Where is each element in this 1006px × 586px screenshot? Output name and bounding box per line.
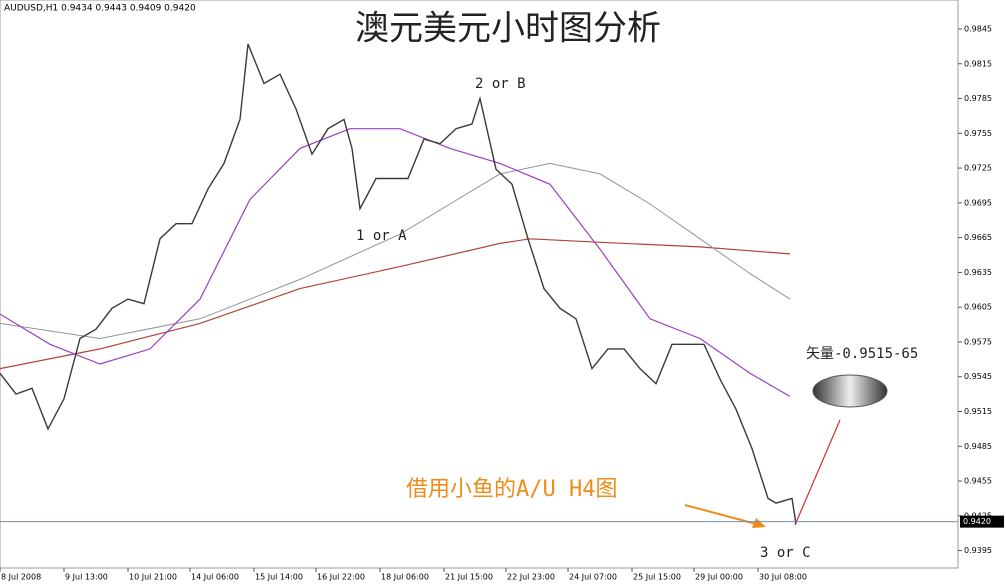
header: AUDUSD,H1 0.9434 0.9443 0.9409 0.9420 — [4, 4, 196, 14]
y-tick-label: 0.9455 — [964, 477, 992, 486]
x-tick-label: 16 Jul 22:00 — [317, 573, 365, 582]
arrow-head — [752, 518, 766, 528]
x-tick-label: 9 Jul 13:00 — [65, 573, 108, 582]
annotation: 借用小鱼的A/U H4图 — [406, 477, 617, 502]
projection-line — [794, 419, 841, 526]
y-tick-label: 0.9485 — [964, 442, 992, 451]
x-tick-label: 22 Jul 23:00 — [507, 573, 555, 582]
y-tick-label: 0.9755 — [964, 129, 992, 138]
x-tick-label: 10 Jul 21:00 — [129, 573, 177, 582]
y-tick-label: 0.9695 — [964, 198, 992, 207]
x-tick-label: 30 Jul 08:00 — [759, 573, 807, 582]
chart-title: 澳元美元小时图分析 — [355, 9, 661, 49]
y-tick-label: 0.9785 — [964, 94, 992, 103]
x-tick-label: 15 Jul 14:00 — [255, 573, 303, 582]
plot-area — [0, 0, 959, 569]
x-tick-label: 18 Jul 06:00 — [381, 573, 429, 582]
current-price-box — [960, 515, 1004, 528]
current-price-label: 0.9420 — [963, 517, 991, 526]
x-tick-label: 14 Jul 06:00 — [191, 573, 239, 582]
x-tick-label: 8 Jul 2008 — [1, 573, 41, 582]
y-tick-label: 0.9815 — [964, 59, 992, 68]
x-tick-label: 21 Jul 15:00 — [445, 573, 493, 582]
ellipse-decoration — [812, 374, 888, 408]
y-tick-label: 0.9635 — [964, 268, 992, 277]
y-tick-label: 0.9515 — [964, 407, 992, 416]
annotation: 1 or A — [356, 228, 407, 244]
price-line — [0, 43, 797, 525]
x-tick-label: 25 Jul 15:00 — [633, 573, 681, 582]
y-tick-label: 0.9845 — [964, 24, 992, 33]
y-tick-label: 0.9725 — [964, 164, 992, 173]
annotation: 矢量-0.9515-65 — [806, 346, 918, 362]
annotation: 2 or B — [475, 76, 526, 92]
y-tick-label: 0.9545 — [964, 372, 992, 381]
y-tick-label: 0.9665 — [964, 233, 992, 242]
price-line — [0, 238, 791, 370]
x-tick-label: 24 Jul 07:00 — [569, 573, 617, 582]
x-tick-label: 29 Jul 00:00 — [695, 573, 743, 582]
y-tick-label: 0.9605 — [964, 303, 992, 312]
price-line — [0, 128, 791, 397]
y-tick-label: 0.9575 — [964, 337, 992, 346]
annotation: 3 or C — [760, 545, 811, 561]
y-tick-label: 0.9395 — [964, 546, 992, 555]
